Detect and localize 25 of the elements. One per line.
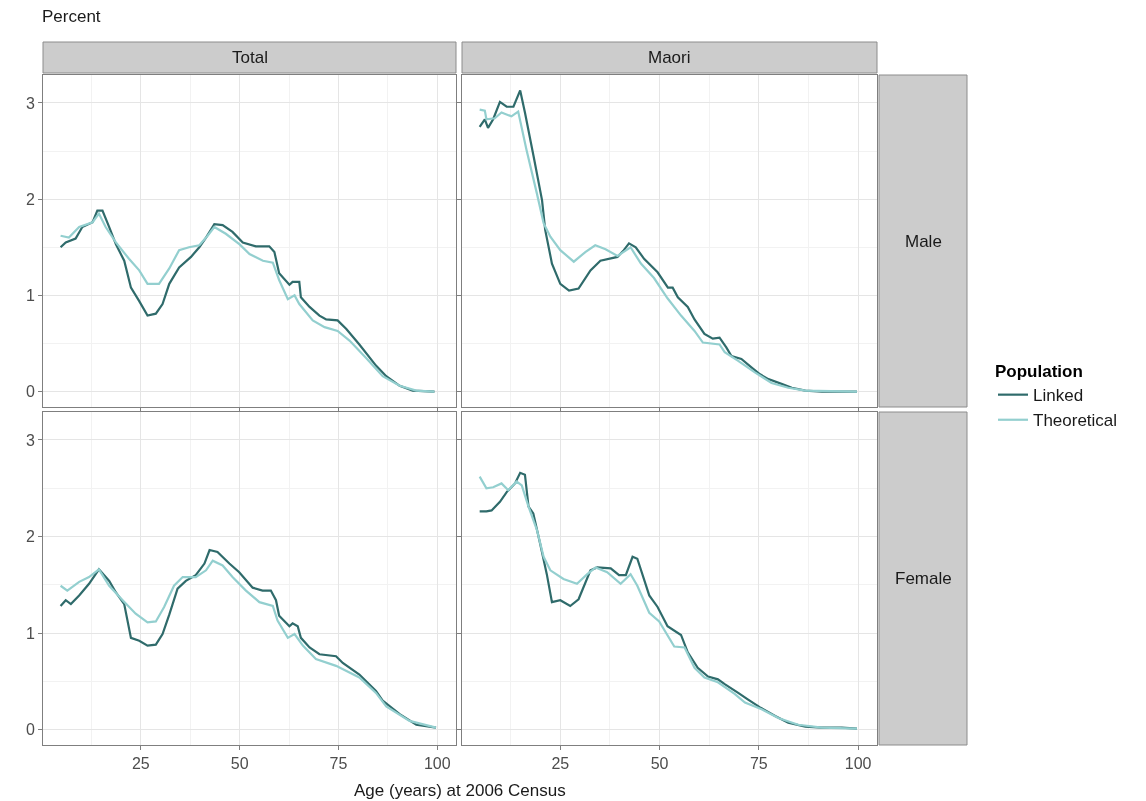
legend-label: Linked (1033, 386, 1084, 406)
y-tick-label: 3 (25, 94, 35, 112)
x-tick-label: 75 (329, 755, 348, 773)
legend-title: Population (995, 362, 1083, 382)
y-axis-title: Percent (42, 7, 101, 26)
y-tick-label: 1 (25, 286, 35, 304)
x-tick-label: 50 (230, 755, 249, 773)
x-tick-label: 25 (131, 755, 150, 773)
x-tick-label: 50 (650, 755, 669, 773)
x-tick-label: 25 (551, 755, 570, 773)
x-tick-label: 100 (844, 755, 872, 773)
x-tick-label: 75 (749, 755, 768, 773)
y-tick-label: 3 (25, 431, 35, 449)
chart-title: Total (232, 48, 268, 67)
chart-title: Maori (648, 48, 691, 67)
text: Male (905, 232, 942, 251)
y-tick-label: 1 (25, 624, 35, 642)
y-tick-label: 2 (25, 528, 35, 546)
y-tick-label: 0 (25, 383, 35, 401)
y-tick-label: 2 (25, 190, 35, 208)
x-tick-label: 100 (423, 755, 451, 773)
y-tick-label: 0 (25, 721, 35, 739)
x-axis-title: Age (years) at 2006 Census (354, 781, 566, 800)
legend-label: Theoretical (1033, 411, 1118, 431)
text: Female (895, 569, 952, 588)
